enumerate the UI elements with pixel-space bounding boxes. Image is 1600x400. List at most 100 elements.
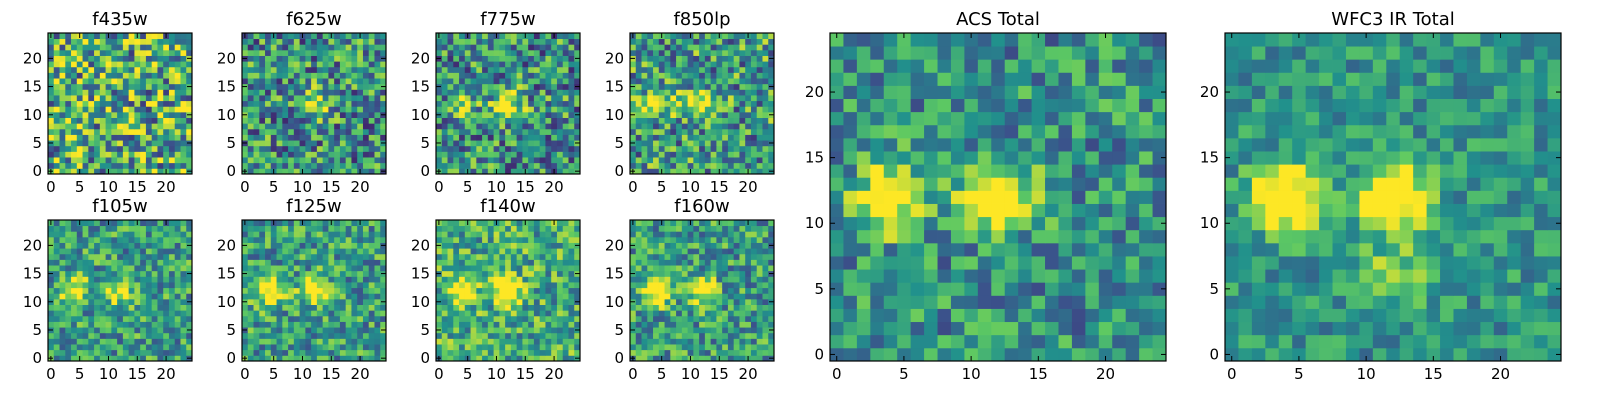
heatmap-cell bbox=[59, 123, 66, 130]
heatmap-cell bbox=[641, 151, 648, 158]
heatmap-cell bbox=[487, 242, 494, 249]
heatmap-cell bbox=[328, 151, 335, 158]
heatmap-cell bbox=[88, 72, 95, 79]
heatmap-cell bbox=[641, 78, 648, 85]
heatmap-cell bbox=[99, 338, 106, 345]
heatmap-cell bbox=[293, 293, 300, 300]
y-tick-label: 0 bbox=[32, 349, 42, 367]
heatmap-cell bbox=[693, 315, 700, 322]
heatmap-cell bbox=[168, 106, 176, 113]
heatmap-cell bbox=[762, 100, 769, 107]
heatmap-cell bbox=[476, 49, 483, 56]
heatmap-cell bbox=[339, 220, 347, 227]
heatmap-cell bbox=[265, 100, 272, 107]
heatmap-cell bbox=[288, 145, 295, 152]
heatmap-cell bbox=[357, 134, 364, 141]
heatmap-cell bbox=[163, 248, 170, 255]
heatmap-cell bbox=[493, 236, 500, 243]
heatmap-cell bbox=[111, 338, 118, 345]
heatmap-cell bbox=[270, 344, 277, 351]
heatmap-cell bbox=[768, 128, 775, 135]
heatmap-cell bbox=[505, 248, 512, 255]
heatmap-cell bbox=[94, 248, 101, 255]
heatmap-cell bbox=[163, 134, 170, 141]
heatmap-cell bbox=[681, 315, 688, 322]
heatmap-cell bbox=[722, 49, 729, 56]
heatmap-cell bbox=[88, 134, 95, 141]
heatmap-cell bbox=[82, 72, 89, 79]
heatmap-cell bbox=[339, 270, 347, 277]
heatmap-cell bbox=[510, 310, 518, 317]
heatmap-cell bbox=[447, 95, 454, 102]
heatmap-cell bbox=[316, 89, 324, 96]
heatmap-cell bbox=[345, 236, 352, 243]
heatmap-cell bbox=[733, 33, 740, 40]
heatmap-cell bbox=[641, 95, 648, 102]
heatmap-cell bbox=[65, 123, 72, 130]
heatmap-cell bbox=[265, 304, 272, 311]
heatmap-cell bbox=[699, 95, 706, 102]
heatmap-cell bbox=[53, 61, 60, 68]
heatmap-cell bbox=[470, 293, 477, 300]
heatmap-cell bbox=[293, 49, 300, 56]
heatmap-cell bbox=[174, 157, 181, 164]
heatmap-cell bbox=[499, 298, 506, 305]
heatmap-cell bbox=[762, 66, 769, 73]
heatmap-cell bbox=[99, 95, 106, 102]
heatmap-cell bbox=[316, 332, 324, 339]
heatmap-cell bbox=[357, 315, 364, 322]
heatmap-cell bbox=[270, 231, 277, 238]
heatmap-cell bbox=[48, 61, 55, 68]
heatmap-cell bbox=[470, 236, 477, 243]
heatmap-cell bbox=[99, 61, 106, 68]
heatmap-cell bbox=[145, 253, 153, 260]
heatmap-cell bbox=[253, 89, 260, 96]
heatmap-cell bbox=[380, 265, 387, 272]
heatmap-cell bbox=[293, 231, 300, 238]
heatmap-cell bbox=[88, 242, 95, 249]
heatmap-cell bbox=[140, 140, 147, 147]
heatmap-cell bbox=[470, 270, 477, 277]
heatmap-cell bbox=[151, 157, 158, 164]
heatmap-cell bbox=[259, 327, 266, 334]
heatmap-cell bbox=[253, 344, 260, 351]
heatmap-cell bbox=[482, 253, 489, 260]
heatmap-cell bbox=[505, 140, 512, 147]
heatmap-cell bbox=[265, 157, 272, 164]
heatmap-cell bbox=[722, 128, 729, 135]
heatmap-cell bbox=[311, 355, 318, 362]
heatmap-cell bbox=[163, 265, 170, 272]
heatmap-cell bbox=[53, 83, 60, 90]
heatmap-cell bbox=[163, 145, 170, 152]
heatmap-cell bbox=[447, 248, 454, 255]
heatmap-cell bbox=[94, 128, 101, 135]
heatmap-cell bbox=[681, 145, 688, 152]
heatmap-cell bbox=[510, 145, 518, 152]
heatmap-cell bbox=[635, 128, 642, 135]
heatmap-cell bbox=[693, 304, 700, 311]
heatmap-cell bbox=[630, 100, 637, 107]
heatmap-cell bbox=[53, 310, 60, 317]
heatmap-cell bbox=[374, 49, 381, 56]
heatmap-cell bbox=[345, 338, 352, 345]
heatmap-cell bbox=[186, 44, 193, 51]
heatmap-cell bbox=[357, 95, 364, 102]
heatmap-cell bbox=[293, 355, 300, 362]
heatmap-cell bbox=[276, 123, 283, 130]
heatmap-cell bbox=[664, 38, 671, 45]
heatmap-cell bbox=[716, 151, 723, 158]
heatmap-cell bbox=[562, 100, 569, 107]
heatmap-cell bbox=[253, 225, 260, 232]
heatmap-cell bbox=[311, 327, 318, 334]
heatmap-cell bbox=[522, 145, 529, 152]
heatmap-cell bbox=[105, 259, 112, 266]
heatmap-cell bbox=[664, 123, 671, 130]
heatmap-cell bbox=[447, 315, 454, 322]
heatmap-cell bbox=[727, 111, 735, 118]
heatmap-cell bbox=[334, 355, 341, 362]
heatmap-cell bbox=[499, 338, 506, 345]
heatmap-cell bbox=[556, 236, 564, 243]
heatmap-cell bbox=[653, 61, 660, 68]
heatmap-cell bbox=[174, 355, 181, 362]
heatmap-cell bbox=[282, 72, 289, 79]
